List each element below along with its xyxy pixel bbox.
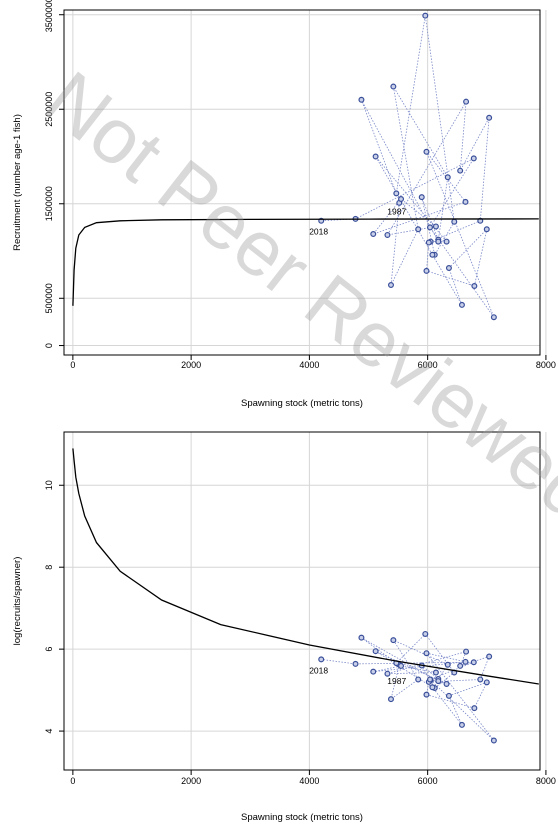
x-tick-label: 4000 (299, 776, 319, 786)
x-axis-label: Spawning stock (metric tons) (241, 398, 363, 409)
data-point (422, 12, 429, 19)
data-point (390, 83, 397, 90)
data-point (458, 301, 465, 308)
y-tick-label: 4 (44, 729, 54, 734)
data-point (384, 670, 391, 677)
y-tick-label: 2500000 (44, 92, 54, 127)
y-tick-label: 10 (44, 480, 54, 490)
data-point (384, 231, 391, 238)
data-point (427, 224, 434, 231)
x-tick-label: 0 (70, 360, 75, 370)
data-point (463, 98, 470, 105)
y-tick-label: 0 (44, 343, 54, 348)
data-point (471, 705, 478, 712)
data-point (477, 676, 484, 683)
data-point (445, 692, 452, 699)
x-tick-label: 8000 (536, 360, 556, 370)
data-point (435, 678, 442, 685)
fitted-curve (72, 448, 539, 685)
data-point (423, 148, 430, 155)
data-point (463, 648, 470, 655)
data-point (443, 238, 450, 245)
data-point (429, 684, 436, 691)
x-tick-label: 0 (70, 776, 75, 786)
data-point (483, 226, 490, 233)
x-tick-label: 2000 (181, 360, 201, 370)
data-point (418, 194, 425, 201)
y-axis-label: Recruitment (number age-1 fish) (12, 114, 23, 251)
year-annotation: 2018 (309, 666, 328, 676)
data-point (422, 630, 429, 637)
data-point (483, 679, 490, 686)
data-point (393, 190, 400, 197)
x-tick-label: 8000 (536, 776, 556, 786)
data-point (490, 737, 497, 744)
data-point (457, 662, 464, 669)
x-tick-label: 6000 (418, 776, 438, 786)
data-point (445, 265, 452, 272)
data-point (387, 696, 394, 703)
data-point (423, 691, 430, 698)
data-point (387, 282, 394, 289)
data-point (486, 653, 493, 660)
data-point (432, 669, 439, 676)
data-point (358, 96, 365, 103)
data-point (372, 153, 379, 160)
data-point (318, 656, 325, 663)
connecting-line (321, 15, 495, 318)
data-point (352, 660, 359, 667)
x-tick-label: 4000 (299, 360, 319, 370)
y-tick-label: 3500000 (44, 0, 54, 32)
data-point (427, 676, 434, 683)
data-point (415, 676, 422, 683)
data-point (435, 238, 442, 245)
data-point (462, 198, 469, 205)
data-point (457, 167, 464, 174)
data-point (444, 174, 451, 181)
year-annotation: 1987 (387, 676, 406, 686)
data-point (490, 314, 497, 321)
data-point (462, 658, 469, 665)
data-point (372, 648, 379, 655)
x-tick-label: 2000 (181, 776, 201, 786)
data-point (425, 239, 432, 246)
data-point (415, 226, 422, 233)
data-point (358, 634, 365, 641)
x-axis-label: Spawning stock (metric tons) (241, 812, 363, 823)
fitted-curve (72, 218, 539, 306)
data-point (370, 231, 377, 238)
data-point (471, 283, 478, 290)
data-point (458, 721, 465, 728)
y-tick-label: 6 (44, 647, 54, 652)
y-tick-label: 1500000 (44, 186, 54, 221)
x-tick-label: 6000 (418, 360, 438, 370)
data-point (429, 251, 436, 258)
y-tick-label: 8 (44, 565, 54, 570)
year-annotation: 2018 (309, 227, 328, 237)
data-point (451, 218, 458, 225)
data-point (443, 680, 450, 687)
y-tick-label: 500000 (44, 283, 54, 313)
data-point (470, 155, 477, 162)
data-point (398, 196, 405, 203)
chart-panel-1: 0 2000 4000 6000 8000 0 500000 1500000 2500000 35… (12, 0, 556, 409)
year-annotation: 1987 (387, 207, 406, 217)
plot-frame (63, 431, 541, 771)
y-axis-label: log(recruits/spawner) (12, 557, 23, 646)
data-point (444, 661, 451, 668)
data-point (423, 267, 430, 274)
data-point (432, 223, 439, 230)
data-point (470, 659, 477, 666)
chart-panel-2: 0 2000 4000 6000 8000 4 6 8 10 Spawning stock (me… (12, 431, 556, 823)
data-point (370, 668, 377, 675)
data-point (390, 637, 397, 644)
data-point (423, 650, 430, 657)
data-point (398, 662, 405, 669)
plot-frame (63, 9, 541, 356)
data-point (486, 114, 493, 121)
